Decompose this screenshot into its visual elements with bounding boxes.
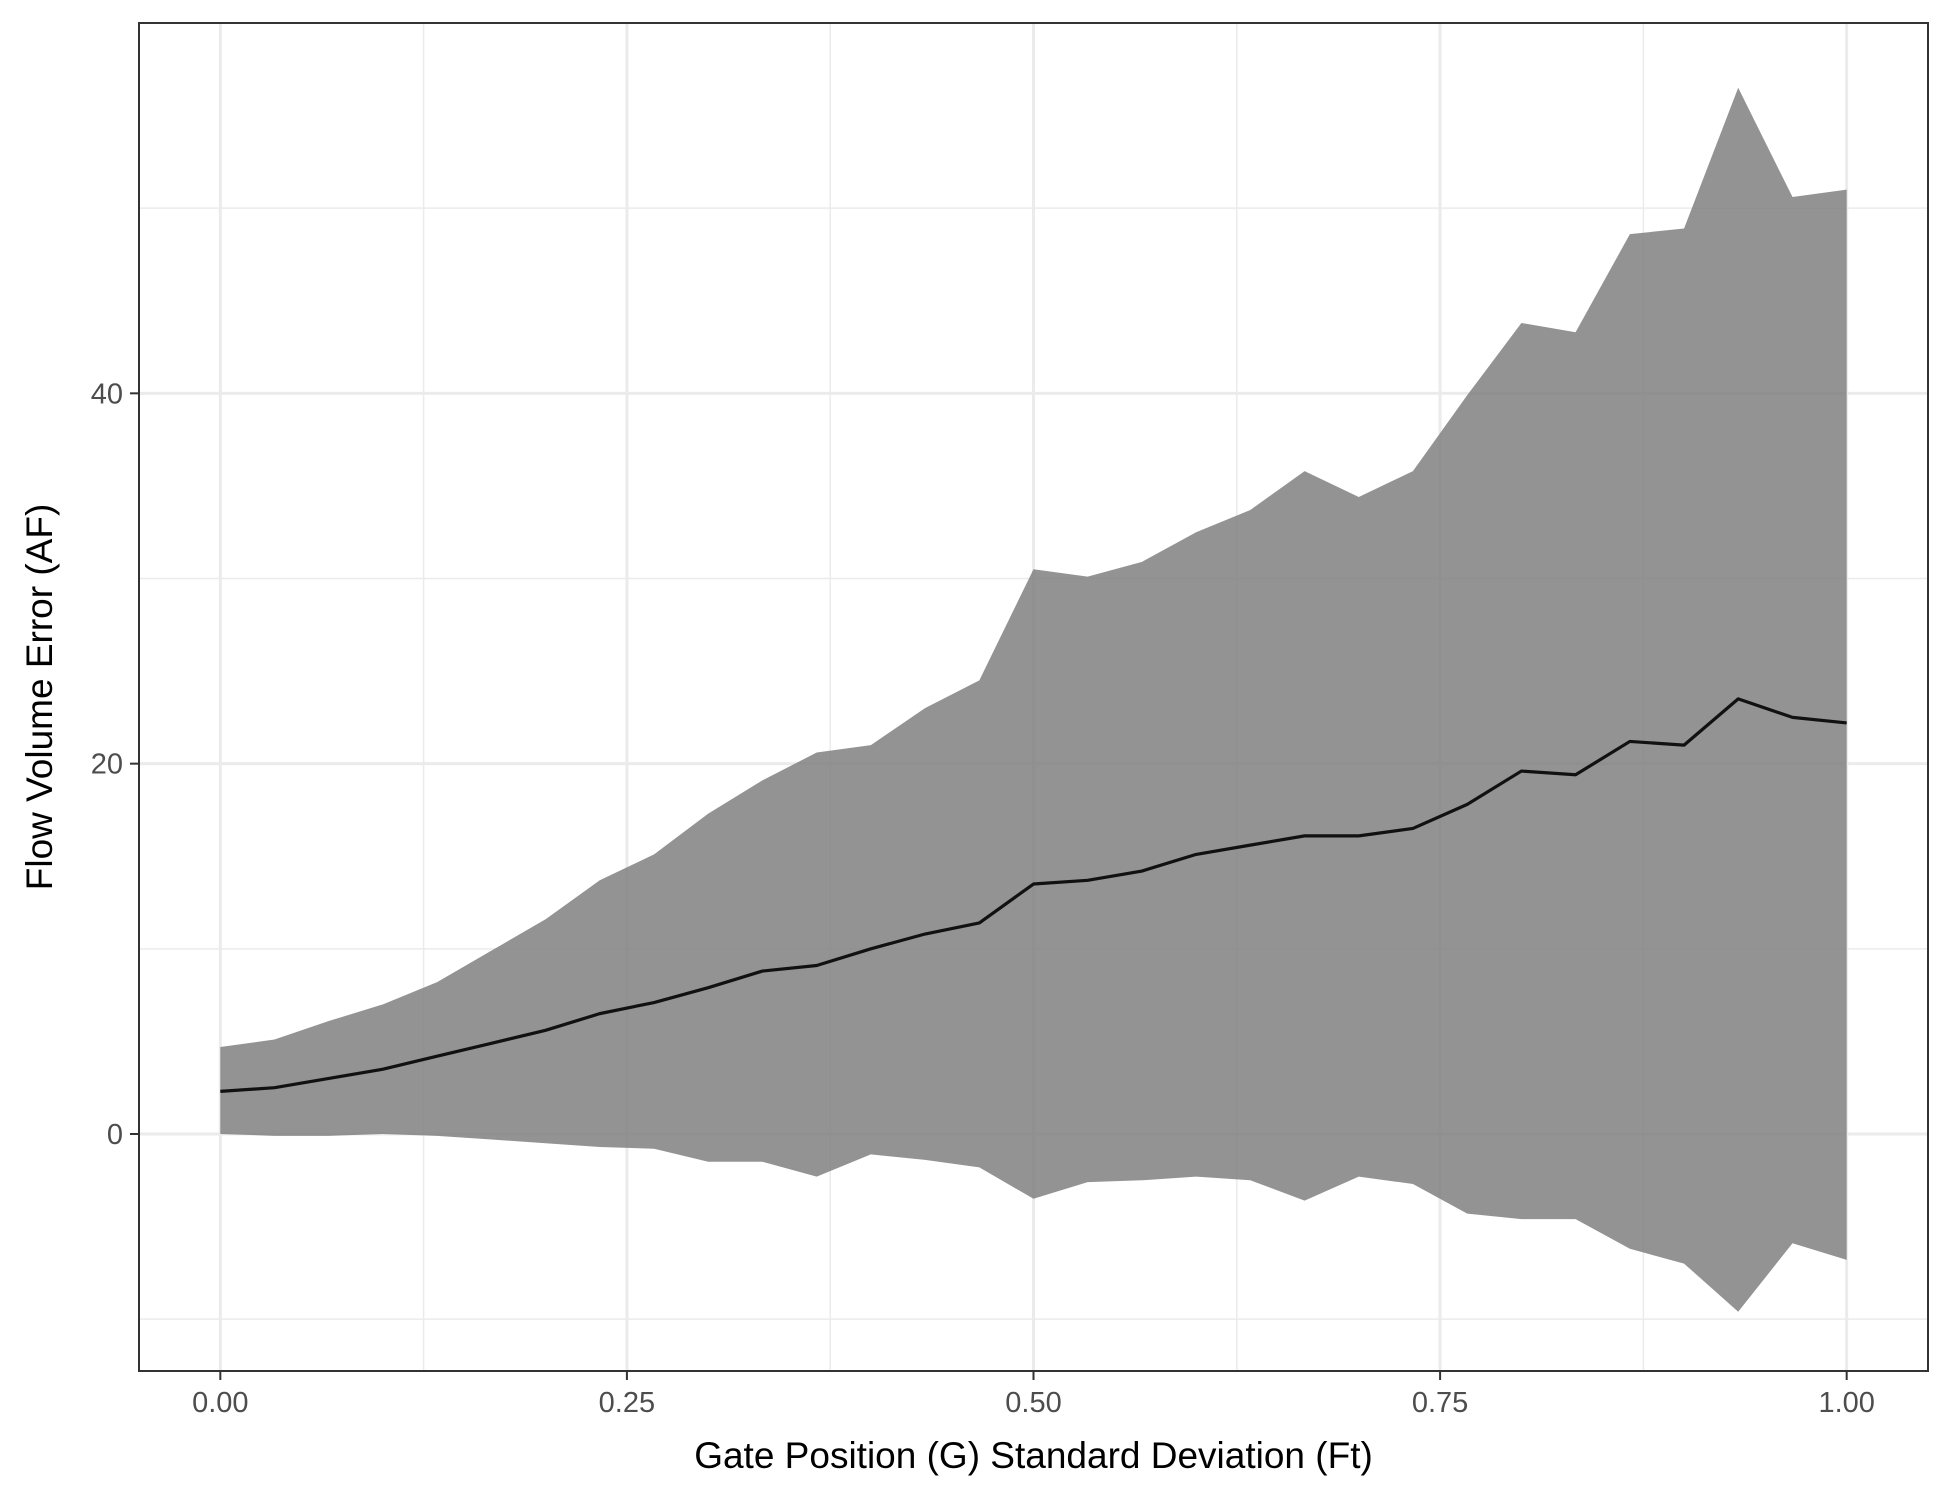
y-tick-label-1: 20	[91, 749, 123, 781]
x-tick-label-1: 0.25	[599, 1387, 655, 1419]
x-tick-label-4: 1.00	[1818, 1387, 1874, 1419]
mean-line-layer	[220, 697, 1847, 1093]
y-axis-ticks: 0 20 40	[91, 378, 139, 1151]
x-tick-label-2: 0.50	[1005, 1387, 1061, 1419]
x-axis-title: Gate Position (G) Standard Deviation (Ft…	[694, 1435, 1373, 1476]
x-tick-label-0: 0.00	[192, 1387, 248, 1419]
confidence-band	[220, 87, 1847, 1312]
confidence-band-layer	[220, 87, 1847, 1312]
y-axis-title: Flow Volume Error (AF)	[19, 504, 60, 891]
y-tick-label-2: 40	[91, 378, 123, 410]
x-tick-label-3: 0.75	[1412, 1387, 1468, 1419]
mean-line	[220, 697, 1847, 1093]
x-axis-ticks: 0.00 0.25 0.50 0.75 1.00	[192, 1371, 1875, 1419]
y-tick-label-0: 0	[107, 1119, 123, 1151]
